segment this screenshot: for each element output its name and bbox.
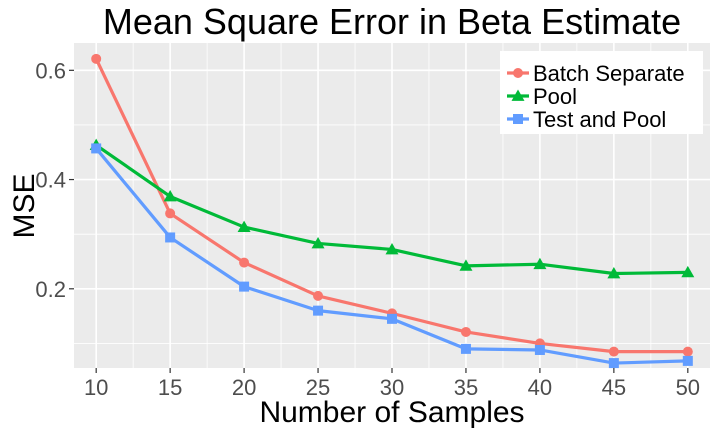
- chart-title: Mean Square Error in Beta Estimate: [103, 1, 681, 42]
- x-tick-label: 20: [232, 375, 256, 400]
- y-tick-label: 0.4: [35, 168, 66, 193]
- series-layer: [89, 53, 695, 369]
- x-tick-label: 30: [380, 375, 404, 400]
- y-axis: 0.2 0.4 0.6: [35, 58, 74, 302]
- legend-item-batch-separate: Batch Separate: [507, 61, 685, 86]
- data-point-pool: [607, 267, 621, 279]
- data-point-pool: [237, 220, 251, 232]
- x-axis: 10 15 20 25 30 35 40 45 50: [84, 368, 700, 400]
- x-tick-label: 50: [676, 375, 700, 400]
- y-tick-label: 0.6: [35, 58, 66, 83]
- data-point-batch-separate: [165, 208, 176, 219]
- x-tick-label: 25: [306, 375, 330, 400]
- x-tick-label: 10: [84, 375, 108, 400]
- legend-label-test-and-pool: Test and Pool: [533, 107, 666, 132]
- legend-key-marker-batch-separate: [513, 68, 523, 78]
- data-point-test-and-pool: [239, 281, 250, 292]
- data-point-test-and-pool: [387, 313, 397, 324]
- x-tick-label: 35: [454, 375, 478, 400]
- data-point-batch-separate: [239, 257, 250, 268]
- legend-key-marker-test-and-pool: [513, 114, 523, 124]
- data-point-pool: [533, 257, 547, 270]
- data-point-pool: [385, 242, 399, 255]
- legend-key-marker-pool: [511, 89, 525, 101]
- data-point-test-and-pool: [91, 143, 102, 154]
- x-tick-label: 40: [528, 375, 552, 400]
- data-point-pool: [681, 265, 695, 278]
- data-point-pool: [163, 189, 177, 202]
- legend-label-batch-separate: Batch Separate: [533, 61, 685, 86]
- data-point-test-and-pool: [165, 232, 176, 243]
- data-point-batch-separate: [313, 290, 324, 301]
- series-pool: [89, 138, 695, 279]
- series-batch-separate: [91, 53, 693, 357]
- legend-item-pool: Pool: [507, 84, 577, 109]
- data-point-batch-separate: [608, 346, 619, 357]
- series-test-and-pool: [91, 143, 693, 369]
- data-point-test-and-pool: [460, 343, 471, 354]
- legend-label-pool: Pool: [533, 84, 577, 109]
- data-point-test-and-pool: [534, 344, 545, 355]
- data-point-test-and-pool: [608, 358, 619, 369]
- data-point-pool: [459, 259, 473, 271]
- data-point-batch-separate: [460, 326, 471, 337]
- legend-background: [500, 51, 703, 134]
- y-tick-label: 0.2: [35, 277, 66, 302]
- legend-item-test-and-pool: Test and Pool: [507, 107, 666, 132]
- data-point-test-and-pool: [313, 305, 324, 316]
- x-tick-label: 45: [602, 375, 626, 400]
- data-point-pool: [311, 236, 325, 249]
- data-point-batch-separate: [682, 346, 693, 357]
- data-point-batch-separate: [91, 53, 102, 64]
- x-axis-title: Number of Samples: [259, 396, 524, 429]
- x-tick-label: 15: [158, 375, 182, 400]
- data-point-test-and-pool: [682, 355, 693, 366]
- y-axis-title: MSE: [8, 173, 41, 238]
